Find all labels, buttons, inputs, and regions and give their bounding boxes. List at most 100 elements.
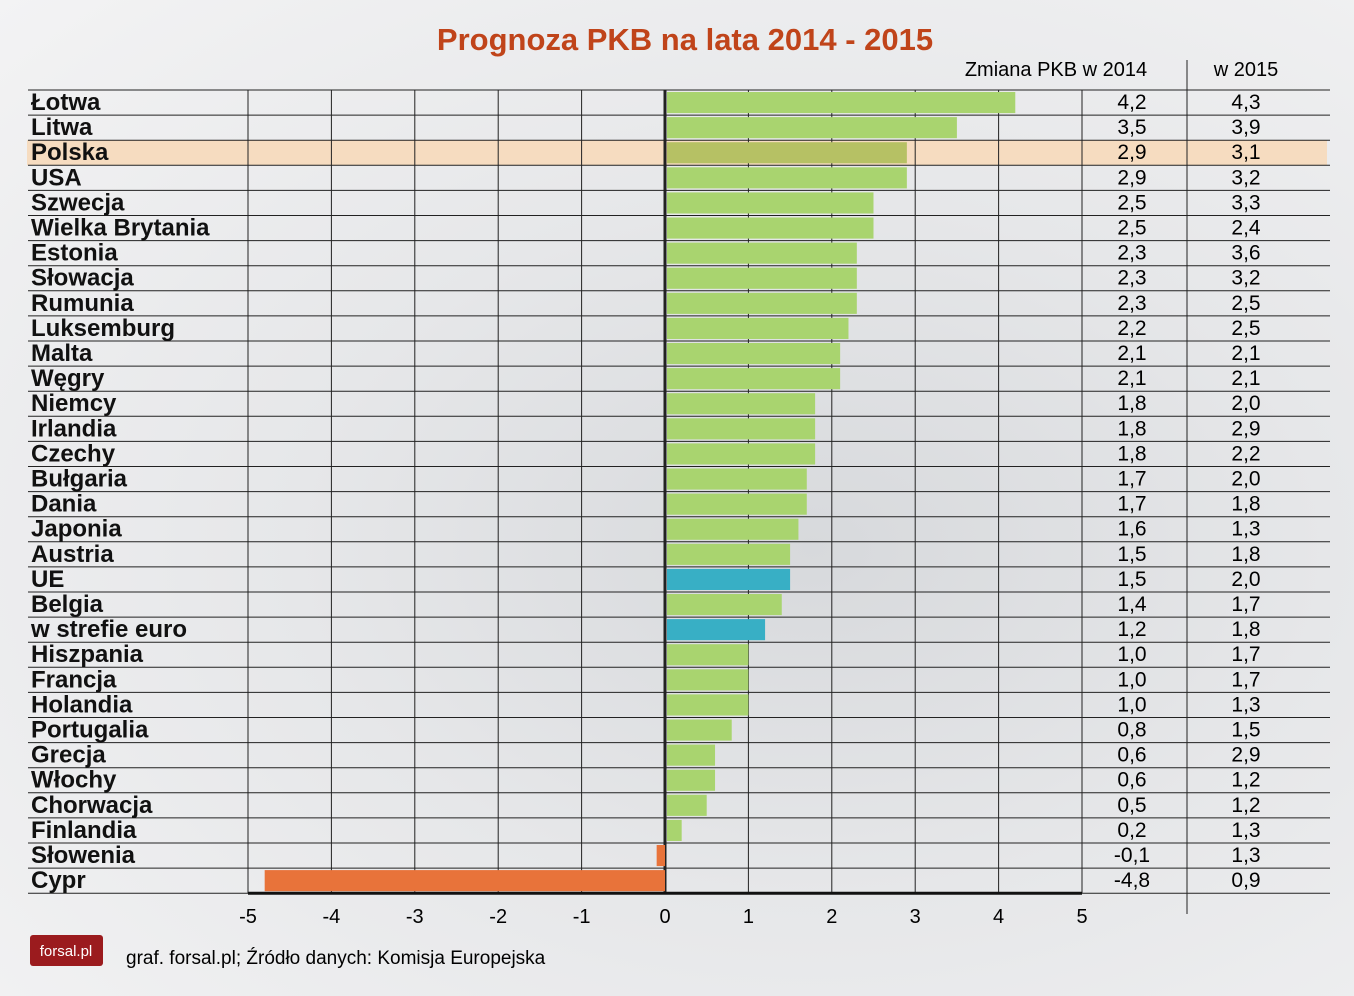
value-2014: 0,6 xyxy=(1117,744,1146,767)
value-2015: 2,5 xyxy=(1231,292,1260,315)
category-label: Estonia xyxy=(31,240,118,267)
bar-francja xyxy=(667,669,749,691)
value-2014: 4,2 xyxy=(1117,91,1146,114)
bar-niemcy xyxy=(667,393,816,415)
value-2014: 3,5 xyxy=(1117,116,1146,139)
bar-ue xyxy=(667,568,791,590)
bar-grecja xyxy=(667,744,716,766)
x-tick-label: -5 xyxy=(239,906,257,928)
category-label: Irlandia xyxy=(31,415,117,442)
x-tick-label: 2 xyxy=(826,906,837,928)
value-2015: 1,2 xyxy=(1231,794,1260,817)
value-2015: 2,2 xyxy=(1231,442,1260,465)
value-2014: -4,8 xyxy=(1114,869,1150,892)
bar-japonia xyxy=(667,518,799,540)
category-label: Luksemburg xyxy=(31,315,175,342)
category-label: Dania xyxy=(31,491,97,518)
value-2015: 1,7 xyxy=(1231,593,1260,616)
category-label: UE xyxy=(31,566,64,593)
x-tick-label: -2 xyxy=(489,906,507,928)
category-label: Litwa xyxy=(31,114,93,141)
value-2014: 0,2 xyxy=(1117,819,1146,842)
value-2015: 1,8 xyxy=(1231,618,1260,641)
value-2015: 3,9 xyxy=(1231,116,1260,139)
value-2015: 1,3 xyxy=(1231,844,1260,867)
bar-usa xyxy=(667,167,907,189)
value-2014: 1,4 xyxy=(1117,593,1147,616)
logo: forsal.pl xyxy=(30,935,103,966)
category-label: Cypr xyxy=(31,867,86,894)
x-tick-label: 5 xyxy=(1076,906,1087,928)
category-label: w strefie euro xyxy=(30,616,187,643)
value-2014: 1,5 xyxy=(1117,543,1146,566)
category-label: Austria xyxy=(31,541,114,568)
value-2014: 0,6 xyxy=(1117,769,1146,792)
value-2015: 4,3 xyxy=(1231,91,1260,114)
value-2015: 3,6 xyxy=(1231,242,1260,265)
x-tick-label: -4 xyxy=(323,906,341,928)
category-label: Portugalia xyxy=(31,717,149,744)
category-label: Wielka Brytania xyxy=(31,215,210,242)
value-2015: 1,3 xyxy=(1231,518,1260,541)
bar-polska xyxy=(667,142,907,164)
value-2014: 2,3 xyxy=(1117,292,1146,315)
category-label: Włochy xyxy=(31,767,117,794)
category-label: Słowacja xyxy=(31,265,134,292)
value-2015: 1,3 xyxy=(1231,819,1260,842)
value-2014: 1,8 xyxy=(1117,392,1146,415)
value-2015: 2,9 xyxy=(1231,744,1260,767)
value-2015: 3,1 xyxy=(1231,141,1260,164)
x-tick-label: 0 xyxy=(659,906,670,928)
category-label: Węgry xyxy=(31,365,105,392)
value-2014: 2,9 xyxy=(1117,141,1146,164)
value-2014: 2,1 xyxy=(1117,342,1146,365)
value-2015: 3,2 xyxy=(1231,166,1260,189)
value-2015: 2,9 xyxy=(1231,417,1260,440)
source-note: graf. forsal.pl; Źródło danych: Komisja … xyxy=(126,948,546,969)
category-label: Czechy xyxy=(31,440,116,467)
category-label: Holandia xyxy=(31,691,133,718)
category-label: Bułgaria xyxy=(31,466,128,493)
value-2014: 2,9 xyxy=(1117,166,1146,189)
x-tick-label: -3 xyxy=(406,906,424,928)
value-2015: 1,3 xyxy=(1231,693,1260,716)
value-2015: 1,7 xyxy=(1231,668,1260,691)
bar-cypr xyxy=(264,870,665,892)
value-2015: 1,5 xyxy=(1231,719,1260,742)
bar-hiszpania xyxy=(667,644,749,666)
bar-irlandia xyxy=(667,418,816,440)
category-label: Grecja xyxy=(31,742,106,769)
bar-łotwa xyxy=(667,92,1016,114)
value-2014: 0,8 xyxy=(1117,719,1146,742)
bar-belgia xyxy=(667,594,782,616)
bar-wielka-brytania xyxy=(667,217,874,239)
value-2014: 2,3 xyxy=(1117,267,1146,290)
value-2014: 2,5 xyxy=(1117,191,1146,214)
bar-litwa xyxy=(667,117,957,139)
value-2015: 0,9 xyxy=(1231,869,1260,892)
value-2015: 2,5 xyxy=(1231,317,1260,340)
value-2014: 2,3 xyxy=(1117,242,1146,265)
category-label: Hiszpania xyxy=(31,641,144,668)
value-2015: 1,8 xyxy=(1231,493,1260,516)
bar-bułgaria xyxy=(667,468,807,490)
value-2015: 1,2 xyxy=(1231,769,1260,792)
value-2014: 1,0 xyxy=(1117,668,1146,691)
header-2014: Zmiana PKB w 2014 xyxy=(965,59,1147,81)
value-2015: 1,8 xyxy=(1231,543,1260,566)
logo-text: forsal.pl xyxy=(40,943,93,960)
value-2014: 1,6 xyxy=(1117,518,1146,541)
x-tick-label: 4 xyxy=(993,906,1004,928)
value-2015: 1,7 xyxy=(1231,643,1260,666)
category-label: Japonia xyxy=(31,516,122,543)
value-2015: 3,2 xyxy=(1231,267,1260,290)
category-label: Szwecja xyxy=(31,189,125,216)
value-2015: 2,4 xyxy=(1231,217,1261,240)
category-label: Malta xyxy=(31,340,93,367)
category-label: Finlandia xyxy=(31,817,137,844)
category-label: Słowenia xyxy=(31,842,136,869)
value-2014: 2,2 xyxy=(1117,317,1146,340)
bar-w-strefie-euro xyxy=(667,619,766,641)
header-2015: w 2015 xyxy=(1213,59,1279,81)
logo-badge xyxy=(30,935,103,966)
